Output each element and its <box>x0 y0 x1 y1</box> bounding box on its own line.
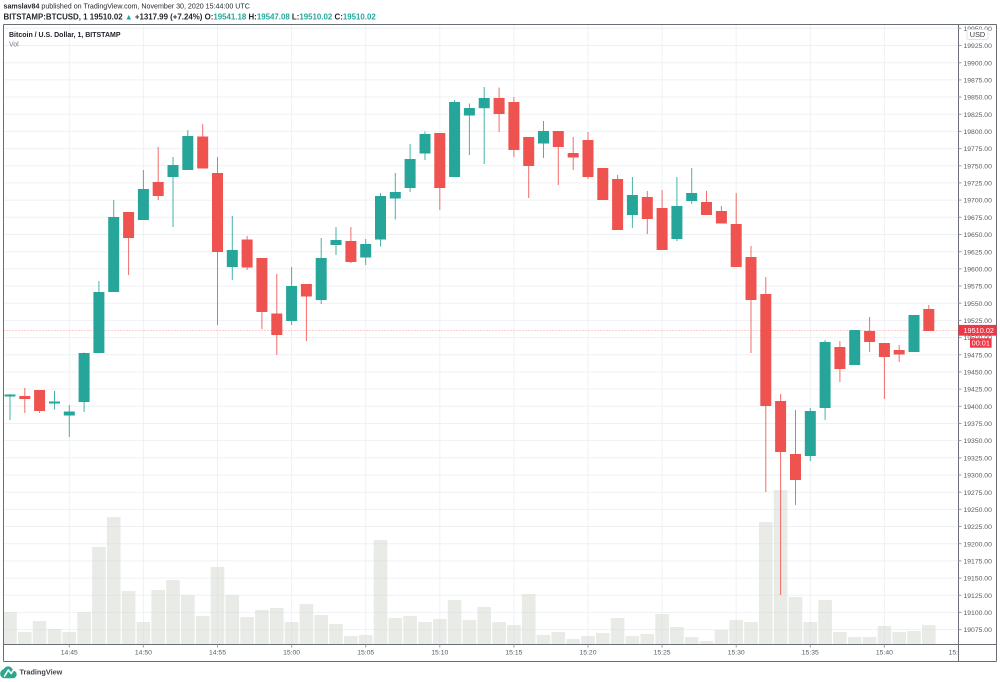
svg-text:19400.00: 19400.00 <box>964 404 993 411</box>
svg-text:Vol: Vol <box>9 42 19 49</box>
svg-text:19275.00: 19275.00 <box>964 490 993 497</box>
svg-text:19375.00: 19375.00 <box>964 421 993 428</box>
svg-text:19850.00: 19850.00 <box>964 95 993 102</box>
svg-text:15:10: 15:10 <box>431 649 448 656</box>
svg-text:19075.00: 19075.00 <box>964 627 993 634</box>
svg-text:19925.00: 19925.00 <box>964 43 993 50</box>
svg-text:19650.00: 19650.00 <box>964 232 993 239</box>
svg-text:19300.00: 19300.00 <box>964 473 993 480</box>
svg-text:19575.00: 19575.00 <box>964 284 993 291</box>
svg-text:19625.00: 19625.00 <box>964 249 993 256</box>
svg-text:19150.00: 19150.00 <box>964 576 993 583</box>
svg-text:19750.00: 19750.00 <box>964 163 993 170</box>
svg-text:19350.00: 19350.00 <box>964 438 993 445</box>
svg-text:15:20: 15:20 <box>579 649 596 656</box>
svg-text:19450.00: 19450.00 <box>964 370 993 377</box>
svg-text:19475.00: 19475.00 <box>964 352 993 359</box>
svg-text:19800.00: 19800.00 <box>964 129 993 136</box>
svg-text:19125.00: 19125.00 <box>964 593 993 600</box>
svg-text:19510.02: 19510.02 <box>964 326 994 335</box>
svg-text:15:30: 15:30 <box>728 649 745 656</box>
svg-text:15:35: 15:35 <box>802 649 819 656</box>
svg-text:19775.00: 19775.00 <box>964 146 993 153</box>
svg-text:14:50: 14:50 <box>135 649 152 656</box>
svg-text:19825.00: 19825.00 <box>964 112 993 119</box>
svg-text:19225.00: 19225.00 <box>964 524 993 531</box>
svg-text:19425.00: 19425.00 <box>964 387 993 394</box>
svg-text:19325.00: 19325.00 <box>964 455 993 462</box>
svg-text:19200.00: 19200.00 <box>964 541 993 548</box>
svg-text:14:55: 14:55 <box>209 649 226 656</box>
svg-text:19550.00: 19550.00 <box>964 301 993 308</box>
svg-text:15:00: 15:00 <box>283 649 300 656</box>
svg-text:19100.00: 19100.00 <box>964 610 993 617</box>
svg-text:14:45: 14:45 <box>61 649 78 656</box>
svg-text:19900.00: 19900.00 <box>964 60 993 67</box>
svg-text:19875.00: 19875.00 <box>964 78 993 85</box>
svg-text:TradingView: TradingView <box>20 668 63 677</box>
svg-text:15:15: 15:15 <box>505 649 522 656</box>
svg-text:19725.00: 19725.00 <box>964 181 993 188</box>
svg-text:15:: 15: <box>949 649 959 656</box>
svg-text:samslav84 published on Trading: samslav84 published on TradingView.com, … <box>4 3 250 11</box>
svg-text:00:01: 00:01 <box>972 338 990 347</box>
svg-text:USD: USD <box>970 30 985 39</box>
svg-text:19600.00: 19600.00 <box>964 266 993 273</box>
svg-text:Bitcoin / U.S. Dollar, 1, BITS: Bitcoin / U.S. Dollar, 1, BITSTAMP <box>9 32 121 39</box>
svg-text:19700.00: 19700.00 <box>964 198 993 205</box>
svg-text:19675.00: 19675.00 <box>964 215 993 222</box>
svg-text:19175.00: 19175.00 <box>964 559 993 566</box>
svg-text:15:40: 15:40 <box>876 649 893 656</box>
svg-text:15:05: 15:05 <box>357 649 374 656</box>
svg-text:15:25: 15:25 <box>654 649 671 656</box>
svg-text:19250.00: 19250.00 <box>964 507 993 514</box>
svg-text:19525.00: 19525.00 <box>964 318 993 325</box>
svg-text:BITSTAMP:BTCUSD, 1 19510.02 ▲: BITSTAMP:BTCUSD, 1 19510.02 ▲ +1317.99 (… <box>4 12 377 21</box>
